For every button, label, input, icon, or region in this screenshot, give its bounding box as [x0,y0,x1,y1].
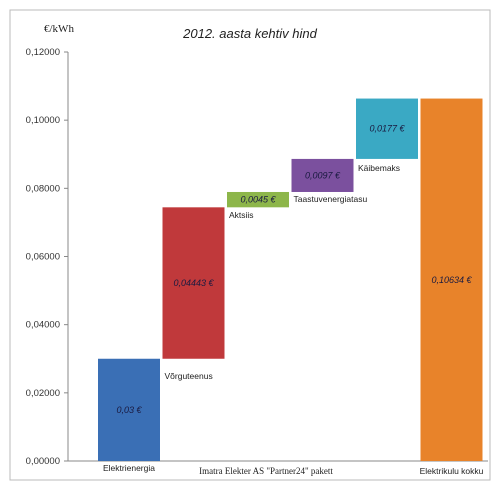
category-label: Taastuvenergiatasu [294,194,368,204]
bar-labels-group: 0,03 € Elektrienergia 0,04443 € Võrguteenus… [103,124,484,476]
y-tick-label: 0,06000 [26,252,60,263]
y-tick-label: 0,08000 [26,183,60,194]
chart-frame [9,9,491,481]
y-tick-label: 0,10000 [26,115,60,126]
y-tick-label: 0,00000 [26,456,60,467]
bar-taastuvenergiatasu [291,158,354,192]
bar-value-label: 0,0177 € [369,124,405,134]
bar-value-label: 0,0045 € [240,195,276,205]
category-label: Käibemaks [358,163,400,173]
category-label: Elektrienergia [103,463,155,473]
bar-elektrienergia [98,358,160,461]
y-axis-ticks: 0,00000 0,02000 0,04000 0,06000 0,08000 0,100… [26,47,68,467]
bar-value-label: 0,03 € [116,405,142,415]
category-label: Võrguteenus [165,371,213,381]
y-tick-label: 0,12000 [26,47,60,58]
y-tick-label: 0,04000 [26,320,60,331]
category-label: Aktsiis [229,210,254,220]
bar-value-label: 0,10634 € [431,275,472,285]
bars-group [98,98,483,461]
category-label: Elektrikulu kokku [420,466,484,476]
bar-elektrikulu kokku [420,98,483,461]
bar-käibemaks [356,98,418,159]
y-axis-label: €/kWh [44,23,74,35]
extra-label: Imatra Elekter AS "Partner24" pakett [199,466,333,476]
bar-value-label: 0,0097 € [305,170,341,180]
bar-aktsiis [227,191,289,208]
bar-value-label: 0,04443 € [173,278,214,288]
y-tick-label: 0,02000 [26,388,60,399]
bar-võrguteenus [162,207,225,359]
chart-title: 2012. aasta kehtiv hind [182,26,317,41]
